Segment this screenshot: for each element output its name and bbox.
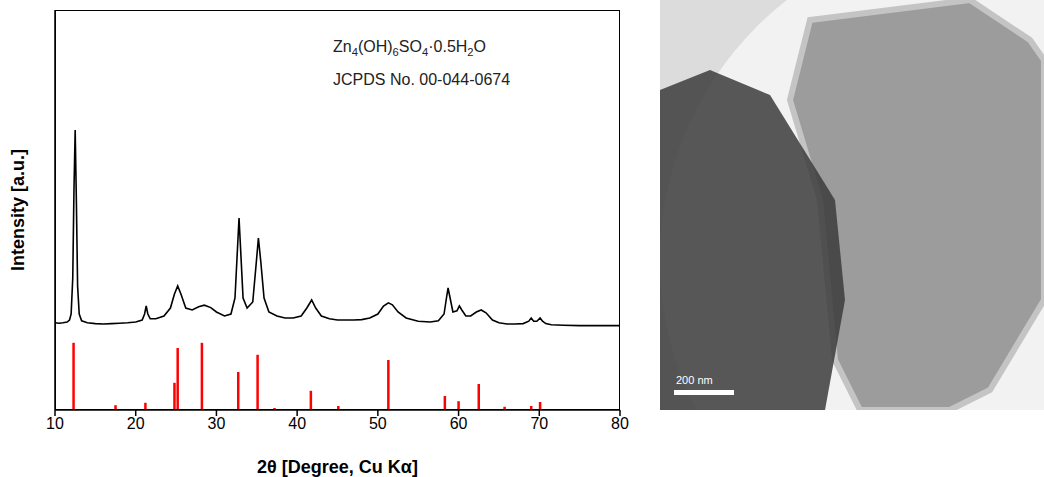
svg-text:80: 80	[611, 415, 629, 432]
svg-text:30: 30	[208, 415, 226, 432]
svg-text:40: 40	[288, 415, 306, 432]
svg-text:10: 10	[46, 415, 64, 432]
svg-text:70: 70	[530, 415, 548, 432]
svg-text:50: 50	[369, 415, 387, 432]
svg-text:60: 60	[450, 415, 468, 432]
svg-text:20: 20	[127, 415, 145, 432]
html-text:Z n4(O H)6S O4· 0. 5 H2O: Z n4(O H)6S O4· 0. 5 H2O	[333, 38, 486, 59]
svg-text:200 nm: 200 nm	[676, 374, 713, 386]
svg-text:Intensity [a.u.]: Intensity [a.u.]	[8, 149, 28, 271]
html-text:J C P D S N o. 0 0 - 0 4 4 - 0: J C P D S N o. 0 0 - 0 4 4 - 0 6 7 4	[333, 71, 511, 89]
svg-text:2θ [Degree, Cu Kα]: 2θ [Degree, Cu Kα]	[257, 457, 418, 477]
